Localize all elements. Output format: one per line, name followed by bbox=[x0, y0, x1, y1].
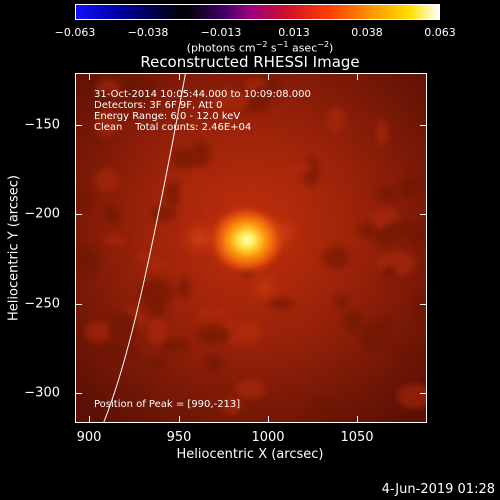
units-text: (photons cm bbox=[186, 41, 256, 55]
rhessi-image bbox=[76, 74, 426, 422]
x-axis-label: Heliocentric X (arcsec) bbox=[176, 447, 324, 462]
colorbar-units: (photons cm−2 s−1 asec−2) bbox=[187, 40, 334, 55]
colorbar-tick-label: −0.038 bbox=[127, 26, 169, 39]
x-tick-label: 900 bbox=[76, 430, 102, 445]
units-text: s bbox=[267, 41, 277, 55]
x-tick-label: 1050 bbox=[340, 430, 374, 445]
info-line: Clean Total counts: 2.46E+04 bbox=[94, 122, 252, 133]
y-tick-label: −250 bbox=[24, 296, 60, 312]
units-exponent: −1 bbox=[276, 40, 289, 49]
x-tick-label: 950 bbox=[166, 430, 192, 445]
units-exponent: −2 bbox=[317, 40, 330, 49]
colorbar-tick-label: −0.063 bbox=[54, 26, 96, 39]
timestamp: 4-Jun-2019 01:28 bbox=[381, 482, 495, 497]
colorbar-tick-label: −0.013 bbox=[200, 26, 242, 39]
x-tick-label: 1000 bbox=[251, 430, 285, 445]
image-panel: 31-Oct-2014 10:05:44.000 to 10:09:08.000… bbox=[75, 73, 427, 423]
info-line: 31-Oct-2014 10:05:44.000 to 10:09:08.000 bbox=[94, 89, 311, 100]
colorbar bbox=[75, 4, 440, 20]
flare-peak bbox=[207, 204, 287, 276]
y-tick-label: −150 bbox=[24, 117, 60, 133]
y-tick-label: −200 bbox=[24, 206, 60, 222]
units-text: ) bbox=[329, 41, 334, 55]
y-tick-label: −300 bbox=[24, 385, 60, 401]
peak-position-text: Position of Peak = [990,-213] bbox=[94, 399, 241, 410]
plot-title: Reconstructed RHESSI Image bbox=[140, 53, 360, 71]
info-line: Energy Range: 6.0 - 12.0 keV bbox=[94, 111, 241, 122]
colorbar-tick-label: 0.013 bbox=[278, 26, 310, 39]
colorbar-tick-label: 0.038 bbox=[351, 26, 383, 39]
info-line: Detectors: 3F 6F 9F, Att 0 bbox=[94, 100, 223, 111]
solar-limb bbox=[103, 74, 186, 422]
y-axis-label: Heliocentric Y (arcsec) bbox=[6, 175, 22, 321]
units-text: asec bbox=[288, 41, 318, 55]
colorbar-tick-label: 0.063 bbox=[424, 26, 456, 39]
units-exponent: −2 bbox=[255, 40, 268, 49]
